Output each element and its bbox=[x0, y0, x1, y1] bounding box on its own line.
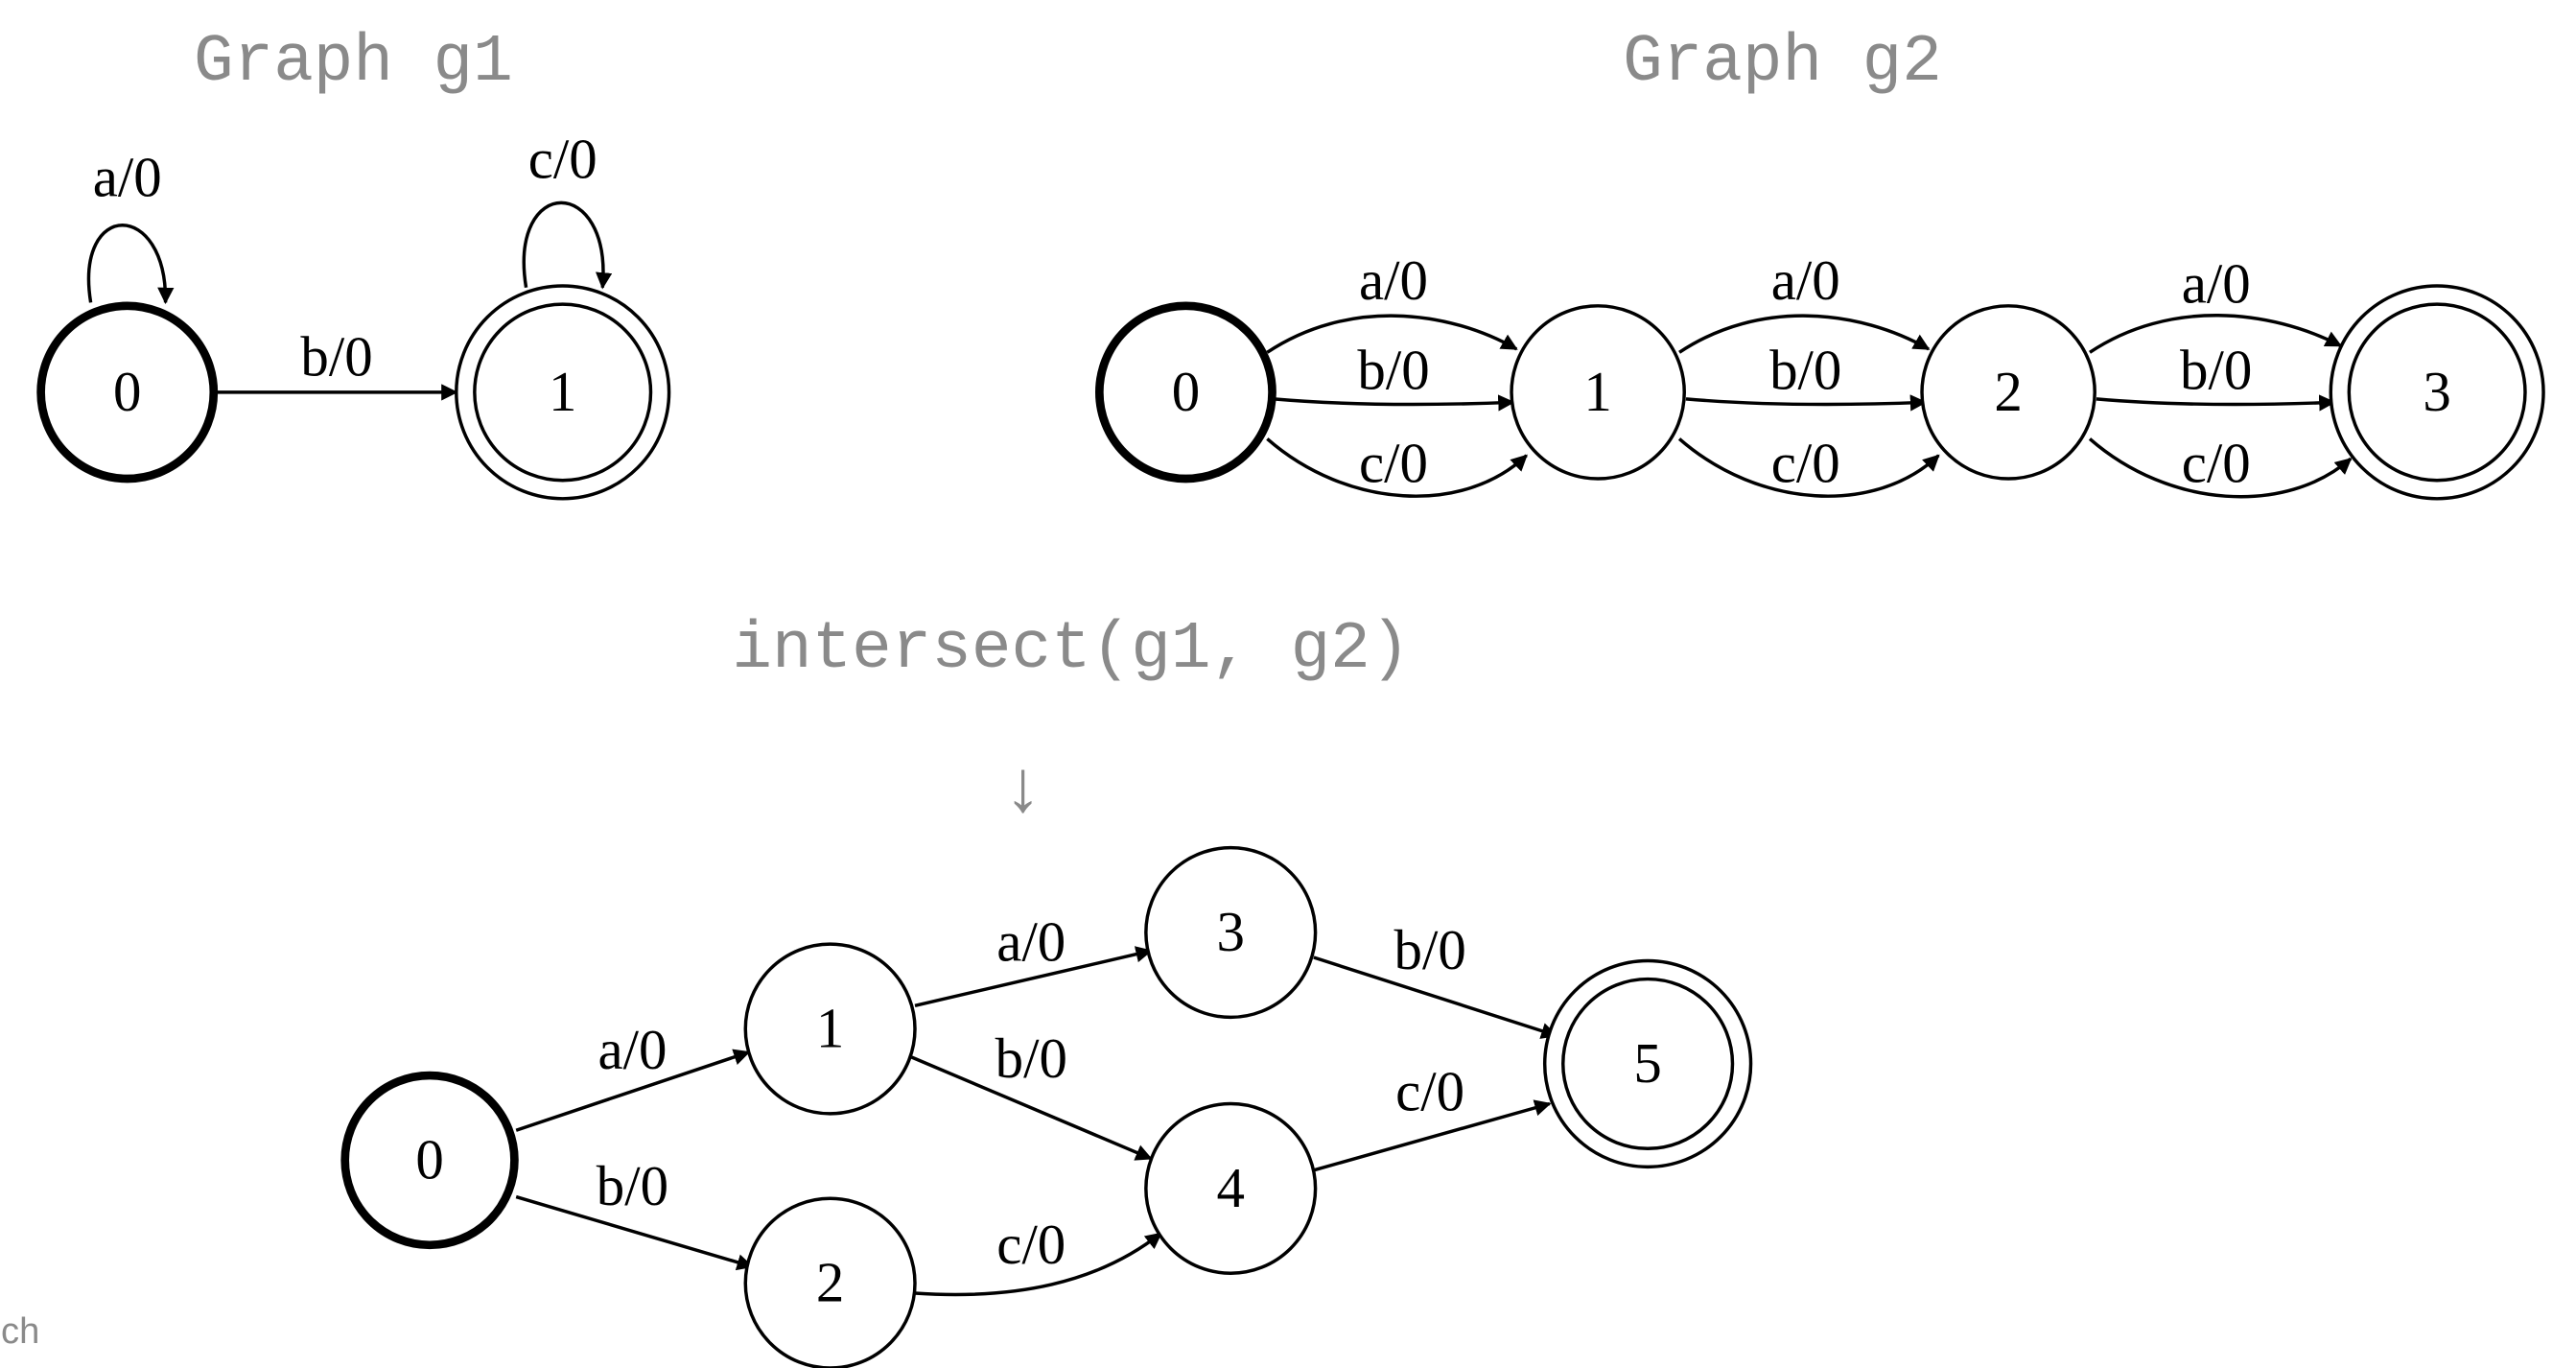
g2-edge-label-0-1-a: a/0 bbox=[1359, 249, 1428, 312]
graph-g1: a/0 b/0 c/0 0 1 bbox=[36, 128, 671, 501]
g2-node-0 bbox=[1095, 301, 1276, 484]
graph-g1-title: Graph g1 bbox=[194, 24, 513, 100]
result-node-0 bbox=[340, 1071, 519, 1250]
result-node-5 bbox=[1561, 977, 1735, 1151]
result-edge-label-1-3: a/0 bbox=[996, 910, 1066, 973]
g2-edge-label-0-1-b: b/0 bbox=[1357, 339, 1429, 401]
g1-edge-label-0-0: a/0 bbox=[93, 146, 162, 208]
down-arrow-icon: ↓ bbox=[1001, 751, 1045, 834]
result-edge-label-2-4: c/0 bbox=[996, 1214, 1066, 1276]
graph-g2-title: Graph g2 bbox=[1623, 24, 1942, 100]
result-node-4-label: 4 bbox=[1216, 1157, 1244, 1219]
g2-edge-0-1-a bbox=[1266, 314, 1518, 354]
g2-node-1-label: 1 bbox=[1583, 361, 1611, 423]
g1-node-1 bbox=[473, 302, 653, 483]
g1-edge-label-1-1: c/0 bbox=[528, 128, 597, 190]
g2-node-3-label: 3 bbox=[2423, 361, 2450, 423]
graph-g2: a/0 b/0 c/0 a/0 b/0 c/0 a/0 b/0 c/0 0 1 … bbox=[1095, 249, 2545, 501]
result-edge-2-4 bbox=[914, 1232, 1162, 1297]
g2-edge-label-1-2-c: c/0 bbox=[1771, 432, 1840, 494]
result-node-5-label: 5 bbox=[1633, 1032, 1661, 1095]
result-edge-label-1-4: b/0 bbox=[995, 1027, 1067, 1090]
g2-edge-label-1-2-a: a/0 bbox=[1771, 249, 1840, 312]
g2-edge-label-2-3-b: b/0 bbox=[2180, 339, 2252, 401]
g2-edge-1-2-b bbox=[1685, 394, 1928, 412]
g1-edge-1-1 bbox=[522, 200, 613, 290]
g2-edge-1-2-a bbox=[1678, 314, 1931, 354]
g2-edge-label-0-1-c: c/0 bbox=[1359, 432, 1428, 494]
g2-edge-2-3-c bbox=[2088, 437, 2353, 499]
g2-edge-2-3-b bbox=[2096, 394, 2336, 412]
result-edge-0-1 bbox=[515, 1049, 751, 1132]
result-edge-1-4 bbox=[910, 1055, 1153, 1161]
result-node-2 bbox=[743, 1196, 917, 1368]
result-graph: a/0 b/0 a/0 b/0 c/0 b/0 c/0 0 1 2 3 4 5 bbox=[340, 845, 1753, 1368]
result-node-4 bbox=[1144, 1101, 1318, 1275]
corner-caption: ch bbox=[1, 1311, 39, 1352]
result-node-1 bbox=[743, 942, 917, 1116]
g2-edge-0-1-c bbox=[1266, 437, 1528, 498]
g2-node-3 bbox=[2347, 302, 2527, 483]
g2-edge-label-2-3-a: a/0 bbox=[2182, 252, 2251, 315]
result-edge-label-3-5: b/0 bbox=[1394, 919, 1466, 981]
result-edge-1-3 bbox=[914, 946, 1153, 1007]
g1-edge-label-0-1: b/0 bbox=[300, 326, 372, 389]
result-node-3-label: 3 bbox=[1216, 901, 1244, 963]
result-edge-0-2 bbox=[515, 1194, 754, 1271]
g2-node-0-label: 0 bbox=[1172, 361, 1200, 423]
g2-node-2 bbox=[1920, 304, 2096, 481]
g2-edge-2-3-a bbox=[2089, 314, 2343, 354]
result-node-0-label: 0 bbox=[415, 1128, 443, 1191]
g2-node-1 bbox=[1510, 304, 1686, 481]
result-node-3 bbox=[1144, 845, 1318, 1020]
g1-node-1-label: 1 bbox=[549, 361, 576, 423]
g2-edge-1-2-c bbox=[1677, 437, 1940, 498]
g1-node-0-label: 0 bbox=[113, 361, 141, 423]
g2-edge-0-1-b bbox=[1274, 394, 1515, 412]
g2-edge-label-2-3-c: c/0 bbox=[2182, 432, 2251, 494]
result-edge-label-0-1: a/0 bbox=[597, 1019, 667, 1081]
result-edge-3-5 bbox=[1313, 955, 1558, 1039]
intersect-label: intersect(g1, g2) bbox=[732, 611, 1410, 687]
g1-edge-0-0 bbox=[87, 224, 175, 305]
g1-node-0 bbox=[36, 301, 219, 484]
g2-edge-label-1-2-b: b/0 bbox=[1769, 339, 1841, 401]
result-node-1-label: 1 bbox=[816, 998, 844, 1060]
result-edge-label-4-5: c/0 bbox=[1395, 1060, 1464, 1122]
result-node-2-label: 2 bbox=[816, 1252, 844, 1314]
result-edge-4-5 bbox=[1313, 1099, 1552, 1172]
g2-node-2-label: 2 bbox=[1994, 361, 2022, 423]
result-edge-label-0-2: b/0 bbox=[597, 1155, 668, 1217]
